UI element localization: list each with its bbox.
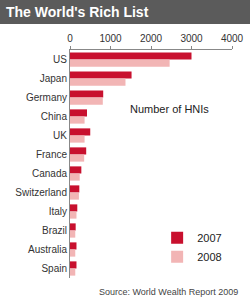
svg-text:2007: 2007 bbox=[197, 232, 221, 244]
svg-text:1000: 1000 bbox=[99, 33, 122, 44]
svg-text:3000: 3000 bbox=[180, 33, 203, 44]
svg-text:France: France bbox=[36, 149, 68, 160]
svg-text:Spain: Spain bbox=[41, 263, 67, 274]
svg-text:4000: 4000 bbox=[221, 33, 244, 44]
svg-text:2000: 2000 bbox=[140, 33, 163, 44]
svg-text:Italy: Italy bbox=[49, 206, 67, 217]
svg-text:Brazil: Brazil bbox=[42, 225, 67, 236]
html-text:The World's Rich List: The World's Rich List bbox=[6, 4, 149, 20]
svg-text:Japan: Japan bbox=[40, 73, 67, 84]
svg-text:Number of HNIs: Number of HNIs bbox=[130, 103, 209, 115]
svg-text:Switzerland: Switzerland bbox=[15, 187, 67, 198]
svg-text:2008: 2008 bbox=[197, 251, 221, 263]
svg-text:0: 0 bbox=[67, 33, 73, 44]
svg-text:US: US bbox=[53, 54, 67, 65]
svg-text:UK: UK bbox=[53, 130, 67, 141]
svg-text:Source: World Wealth Report 20: Source: World Wealth Report 2009 bbox=[99, 287, 238, 297]
svg-text:Australia: Australia bbox=[28, 244, 67, 255]
svg-text:China: China bbox=[41, 111, 68, 122]
svg-text:Germany: Germany bbox=[26, 92, 67, 103]
svg-text:Canada: Canada bbox=[32, 168, 67, 179]
